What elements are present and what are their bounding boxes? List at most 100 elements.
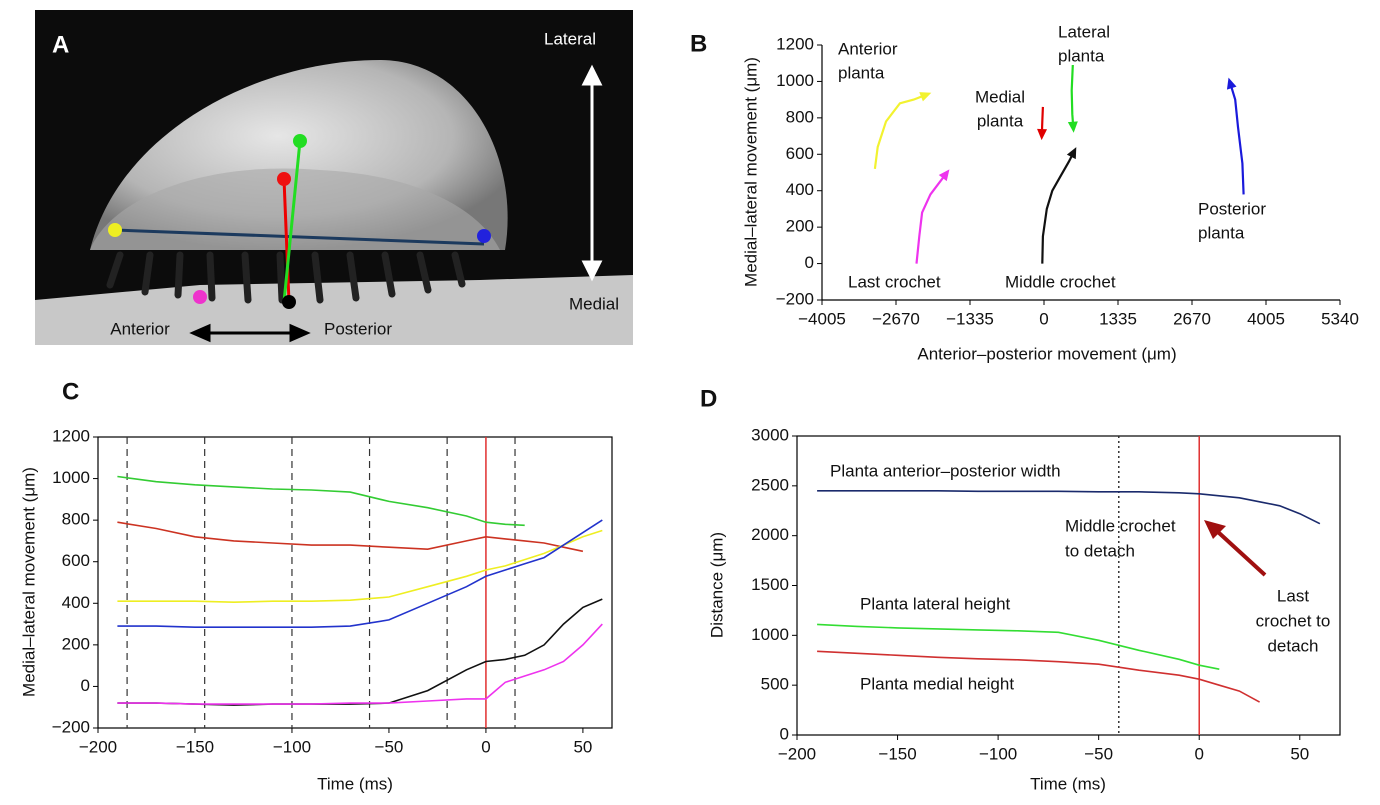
chart-panel: −200 −150 −100 −50 0 50 −200 0 200 400 600 800 1000 1… bbox=[19, 378, 613, 793]
x-axis-title: Anterior–posterior movement (μm) bbox=[917, 344, 1176, 363]
y-tick-label: 1200 bbox=[776, 34, 814, 53]
x-tick-label: 0 bbox=[1039, 309, 1048, 328]
x-tick-label: −2670 bbox=[872, 309, 920, 328]
annotation-arrowhead bbox=[1204, 520, 1226, 539]
arrowhead bbox=[919, 92, 932, 102]
series-label: Medial bbox=[975, 87, 1025, 106]
series-line bbox=[817, 623, 1220, 670]
annotation: crochet to bbox=[1256, 611, 1331, 630]
x-tick-label: −100 bbox=[273, 737, 311, 756]
x-axis-title: Time (ms) bbox=[1030, 774, 1106, 793]
series-line bbox=[117, 475, 525, 527]
y-tick-label: 0 bbox=[780, 724, 789, 743]
x-tick-label: −150 bbox=[176, 737, 214, 756]
series-line bbox=[117, 598, 603, 706]
annotation: to detach bbox=[1065, 541, 1135, 560]
photo-label: Lateral bbox=[544, 29, 596, 48]
x-tick-label: 50 bbox=[573, 737, 592, 756]
y-tick-label: 200 bbox=[786, 217, 814, 236]
annotation: detach bbox=[1267, 636, 1318, 655]
x-tick-label: −200 bbox=[778, 744, 816, 763]
y-tick-label: 1000 bbox=[751, 625, 789, 644]
ground bbox=[35, 275, 633, 345]
y-tick-label: 2000 bbox=[751, 525, 789, 544]
series-label: planta bbox=[1198, 223, 1245, 242]
panel-label: A bbox=[52, 31, 69, 58]
plot-frame bbox=[97, 436, 613, 729]
chart-panel: −200 −150 −100 −50 0 500500100015002000250030… bbox=[700, 385, 1341, 793]
planta bbox=[90, 168, 500, 250]
x-tick-label: 0 bbox=[1194, 744, 1203, 763]
series-label: Planta lateral height bbox=[860, 594, 1011, 613]
x-tick-label: −200 bbox=[79, 737, 117, 756]
y-tick-label: −200 bbox=[52, 717, 90, 736]
series-line bbox=[1070, 64, 1075, 129]
y-tick-label: −200 bbox=[776, 289, 814, 308]
anterior-posterior-arrow bbox=[189, 323, 311, 343]
annotation-arrow bbox=[1216, 530, 1267, 577]
x-tick-label: 50 bbox=[1290, 744, 1309, 763]
y-tick-label: 600 bbox=[62, 551, 90, 570]
series-line bbox=[873, 93, 928, 170]
photo-panel: A Lateral Medial Anterior Posterior bbox=[35, 10, 633, 345]
series-line bbox=[117, 519, 603, 628]
marker bbox=[293, 134, 307, 148]
series-label: Lateral bbox=[1058, 22, 1110, 41]
y-axis-title: Medial–lateral movement (μm) bbox=[741, 57, 760, 287]
x-axis-title: Time (ms) bbox=[317, 774, 393, 793]
series-label: Middle crochet bbox=[1005, 272, 1116, 291]
y-tick-label: 1500 bbox=[751, 575, 789, 594]
series-label: Anterior bbox=[838, 39, 898, 58]
y-tick-label: 500 bbox=[761, 675, 789, 694]
y-tick-label: 2500 bbox=[751, 475, 789, 494]
series-line bbox=[915, 171, 948, 264]
series-line bbox=[1041, 150, 1076, 264]
width-line bbox=[114, 228, 485, 246]
y-tick-label: 0 bbox=[805, 253, 814, 272]
y-tick-label: 400 bbox=[786, 180, 814, 199]
arrowhead bbox=[938, 169, 950, 182]
series-label: planta bbox=[1058, 46, 1105, 65]
y-tick-label: 0 bbox=[81, 676, 90, 695]
lateral-line bbox=[282, 140, 302, 303]
annotation: Middle crochet bbox=[1065, 516, 1176, 535]
marker bbox=[108, 223, 122, 237]
annotation: Last bbox=[1277, 586, 1309, 605]
y-axis-title: Distance (μm) bbox=[707, 532, 726, 638]
marker bbox=[477, 229, 491, 243]
panel-label: C bbox=[62, 378, 79, 405]
photo-label: Posterior bbox=[324, 319, 392, 338]
series-line bbox=[117, 521, 584, 553]
marker bbox=[282, 295, 296, 309]
series-label: planta bbox=[977, 111, 1024, 130]
y-tick-label: 1000 bbox=[52, 468, 90, 487]
marker bbox=[193, 290, 207, 304]
arrowhead bbox=[1066, 147, 1077, 160]
panel-label: B bbox=[690, 30, 707, 57]
x-tick-label: 1335 bbox=[1099, 309, 1137, 328]
medial-line bbox=[282, 178, 291, 303]
series-line bbox=[817, 490, 1321, 525]
series-label: Posterior bbox=[1198, 199, 1266, 218]
chart-panel: −4005 −2670 −1335 0 1335 2670 4005 5340 −200 0 200… bbox=[690, 22, 1359, 363]
series-label: planta bbox=[838, 63, 885, 82]
y-tick-label: 3000 bbox=[751, 425, 789, 444]
photo-label: Medial bbox=[569, 294, 619, 313]
series-line bbox=[1228, 81, 1245, 195]
y-tick-label: 1200 bbox=[52, 426, 90, 445]
arrowhead bbox=[1226, 77, 1237, 90]
marker bbox=[277, 172, 291, 186]
x-tick-label: 0 bbox=[481, 737, 490, 756]
x-tick-label: −50 bbox=[375, 737, 404, 756]
y-tick-label: 600 bbox=[786, 144, 814, 163]
x-tick-label: −1335 bbox=[946, 309, 994, 328]
y-tick-label: 200 bbox=[62, 634, 90, 653]
y-axis-title: Medial–lateral movement (μm) bbox=[19, 467, 38, 697]
series-label: Planta anterior–posterior width bbox=[830, 461, 1061, 480]
series-line bbox=[117, 623, 603, 705]
x-tick-label: −4005 bbox=[798, 309, 846, 328]
x-tick-label: 5340 bbox=[1321, 309, 1359, 328]
y-tick-label: 400 bbox=[62, 593, 90, 612]
y-tick-label: 1000 bbox=[776, 71, 814, 90]
